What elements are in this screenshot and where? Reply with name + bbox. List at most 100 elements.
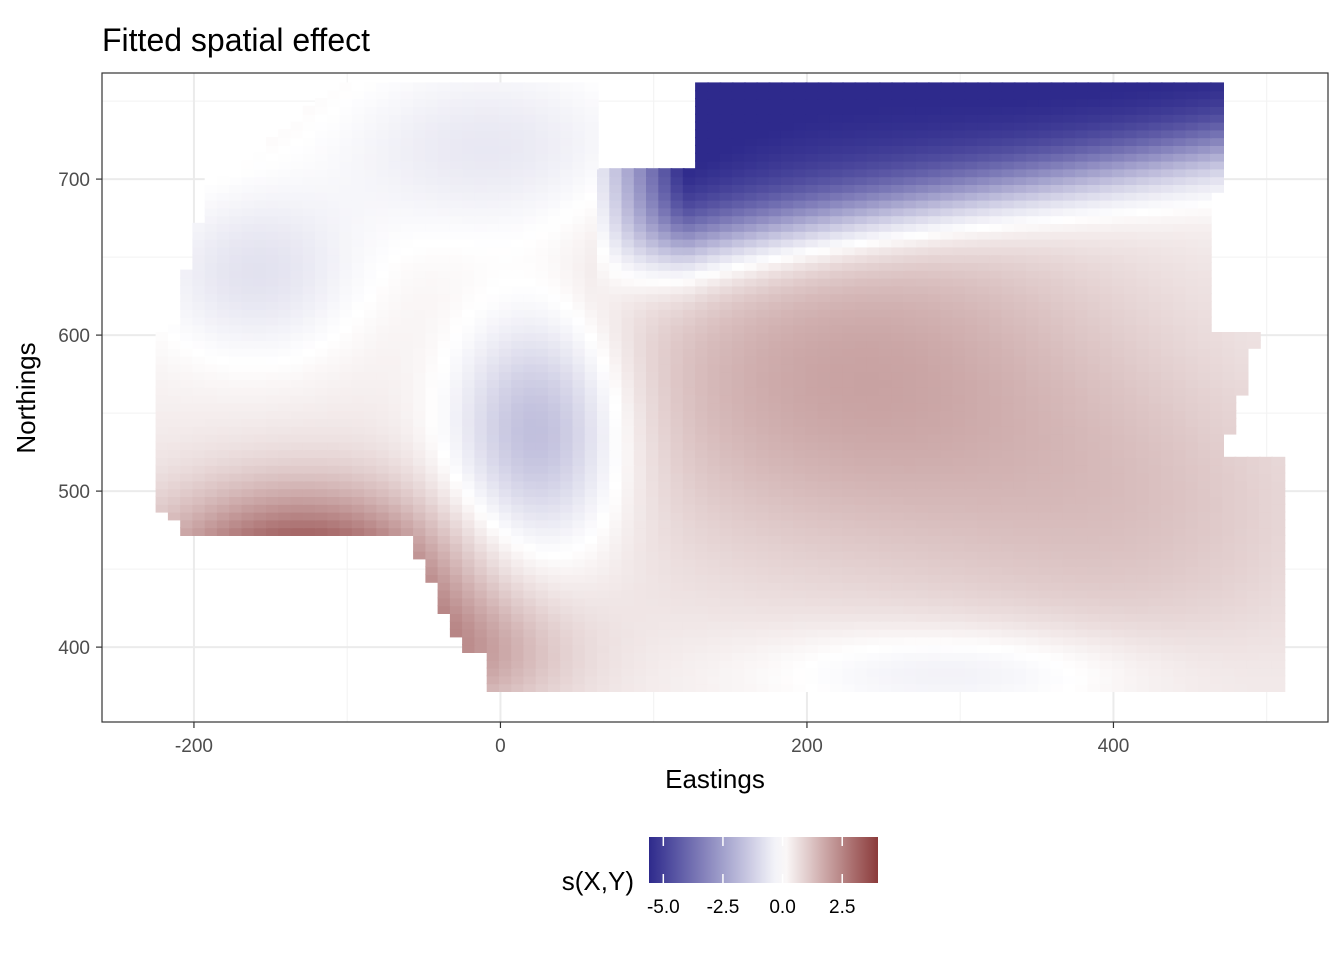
surface-cell [928, 238, 942, 248]
surface-cell [609, 394, 624, 404]
surface-cell [327, 425, 342, 435]
surface-cell [1210, 651, 1224, 661]
surface-cell [879, 495, 893, 505]
surface-cell [376, 425, 391, 435]
surface-cell [829, 534, 844, 544]
surface-cell [915, 222, 930, 232]
surface-cell [633, 238, 648, 248]
surface-cell [695, 651, 710, 661]
surface-cell [155, 449, 170, 458]
surface-cell [1050, 456, 1065, 466]
surface-cell [584, 285, 599, 295]
surface-cell [621, 215, 636, 224]
surface-cell [216, 347, 231, 357]
surface-cell [866, 573, 881, 583]
surface-cell [1197, 597, 1212, 607]
surface-cell [952, 503, 967, 513]
surface-cell [1271, 511, 1286, 521]
surface-cell [511, 410, 526, 419]
surface-cell [854, 628, 869, 638]
surface-cell [817, 215, 832, 224]
surface-cell [204, 527, 219, 536]
surface-cell [449, 597, 464, 607]
surface-cell [1234, 371, 1249, 380]
surface-cell [1136, 651, 1151, 661]
surface-cell [535, 394, 550, 404]
surface-cell [989, 480, 1004, 490]
surface-cell [1222, 394, 1237, 404]
surface-cell [1124, 378, 1139, 388]
surface-cell [597, 495, 611, 505]
surface-cell [829, 605, 844, 614]
surface-cell [977, 644, 992, 653]
surface-cell [1148, 550, 1163, 560]
surface-cell [290, 308, 305, 318]
surface-cell [879, 651, 893, 661]
surface-cell [829, 277, 844, 287]
surface-cell [817, 495, 832, 505]
surface-cell [646, 402, 660, 412]
surface-cell [793, 449, 808, 458]
surface-cell [854, 597, 869, 607]
surface-cell [1062, 371, 1077, 380]
surface-cell [903, 503, 918, 513]
surface-cell [842, 230, 857, 240]
surface-cell [646, 566, 660, 575]
surface-cell [1234, 566, 1249, 575]
surface-cell [400, 215, 415, 224]
surface-cell [535, 550, 550, 560]
surface-cell [1173, 417, 1188, 427]
surface-cell [523, 651, 538, 661]
surface-cell [744, 605, 759, 614]
surface-cell [928, 324, 942, 334]
surface-cell [1185, 534, 1200, 544]
surface-cell [719, 542, 734, 552]
surface-cell [376, 363, 391, 373]
surface-cell [1173, 269, 1188, 279]
surface-cell [511, 433, 526, 443]
surface-cell [928, 589, 942, 599]
surface-cell [523, 534, 538, 544]
surface-cell [351, 363, 366, 373]
surface-cell [584, 277, 599, 287]
surface-cell [1185, 394, 1200, 404]
surface-cell [1234, 636, 1249, 646]
surface-cell [523, 581, 538, 591]
surface-cell [633, 371, 648, 380]
surface-cell [486, 324, 501, 334]
surface-cell [364, 433, 379, 443]
surface-cell [339, 527, 354, 536]
surface-cell [486, 675, 501, 685]
surface-cell [633, 394, 648, 404]
surface-cell [940, 355, 955, 365]
surface-cell [731, 378, 746, 388]
surface-cell [940, 620, 955, 630]
surface-cell [977, 495, 992, 505]
surface-cell [535, 300, 550, 310]
surface-cell [388, 254, 403, 263]
surface-cell [682, 644, 697, 653]
surface-cell [376, 433, 391, 443]
surface-cell [744, 620, 759, 630]
surface-cell [621, 300, 636, 310]
surface-cell [768, 386, 783, 396]
surface-cell [928, 332, 942, 341]
surface-cell [891, 230, 906, 240]
surface-cell [1185, 675, 1200, 685]
surface-cell [866, 371, 881, 380]
surface-cell [879, 246, 893, 256]
surface-cell [376, 293, 391, 302]
surface-cell [1075, 433, 1090, 443]
surface-cell [621, 527, 636, 536]
surface-cell [278, 347, 293, 357]
surface-cell [670, 386, 685, 396]
surface-cell [793, 519, 808, 529]
surface-cell [1099, 511, 1114, 521]
surface-cell [744, 339, 759, 349]
surface-cell [204, 472, 219, 482]
surface-cell [400, 464, 415, 474]
surface-cell [1161, 277, 1175, 287]
surface-cell [339, 402, 354, 412]
surface-cell [572, 612, 587, 622]
surface-cell [400, 230, 415, 240]
